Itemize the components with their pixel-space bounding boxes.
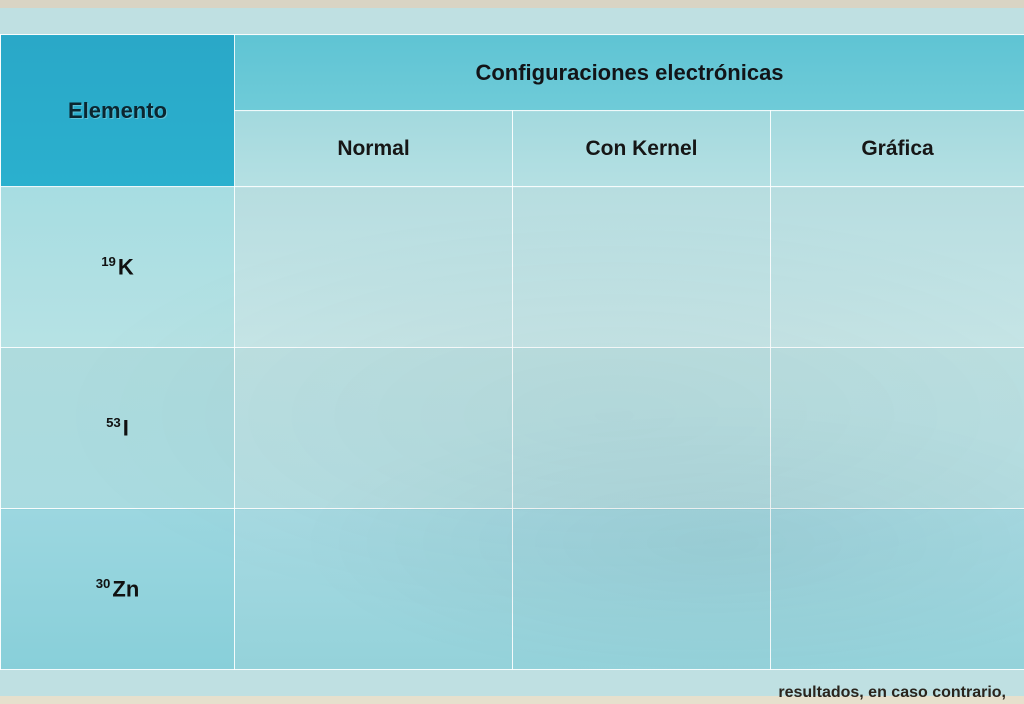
col-header-configuraciones: Configuraciones electrónicas <box>235 35 1024 111</box>
element-symbol: K <box>118 254 134 279</box>
cell-grafica <box>771 187 1024 348</box>
cell-kernel <box>513 348 771 509</box>
table-row: 19K <box>1 187 1024 348</box>
col-header-normal: Normal <box>235 111 513 187</box>
element-symbol: Zn <box>112 576 139 601</box>
col-header-grafica: Gráfica <box>771 111 1024 187</box>
col-header-kernel: Con Kernel <box>513 111 771 187</box>
cell-grafica <box>771 348 1024 509</box>
element-cell: 53I <box>1 348 235 509</box>
page-footer-fragment: resultados, en caso contrario, <box>778 684 1006 702</box>
element-symbol: I <box>123 415 129 440</box>
cell-normal <box>235 187 513 348</box>
col-header-elemento: Elemento <box>1 35 235 187</box>
cell-normal <box>235 348 513 509</box>
element-cell: 19K <box>1 187 235 348</box>
cell-normal <box>235 509 513 670</box>
worksheet-table-wrapper: Elemento Configuraciones electrónicas No… <box>0 34 1024 670</box>
atomic-number: 19 <box>101 254 116 269</box>
table-row: 53I <box>1 348 1024 509</box>
cell-kernel <box>513 509 771 670</box>
element-cell: 30Zn <box>1 509 235 670</box>
electron-config-table: Elemento Configuraciones electrónicas No… <box>0 34 1024 670</box>
atomic-number: 53 <box>106 415 121 430</box>
table-row: 30Zn <box>1 509 1024 670</box>
atomic-number: 30 <box>96 576 111 591</box>
cell-grafica <box>771 509 1024 670</box>
cell-kernel <box>513 187 771 348</box>
